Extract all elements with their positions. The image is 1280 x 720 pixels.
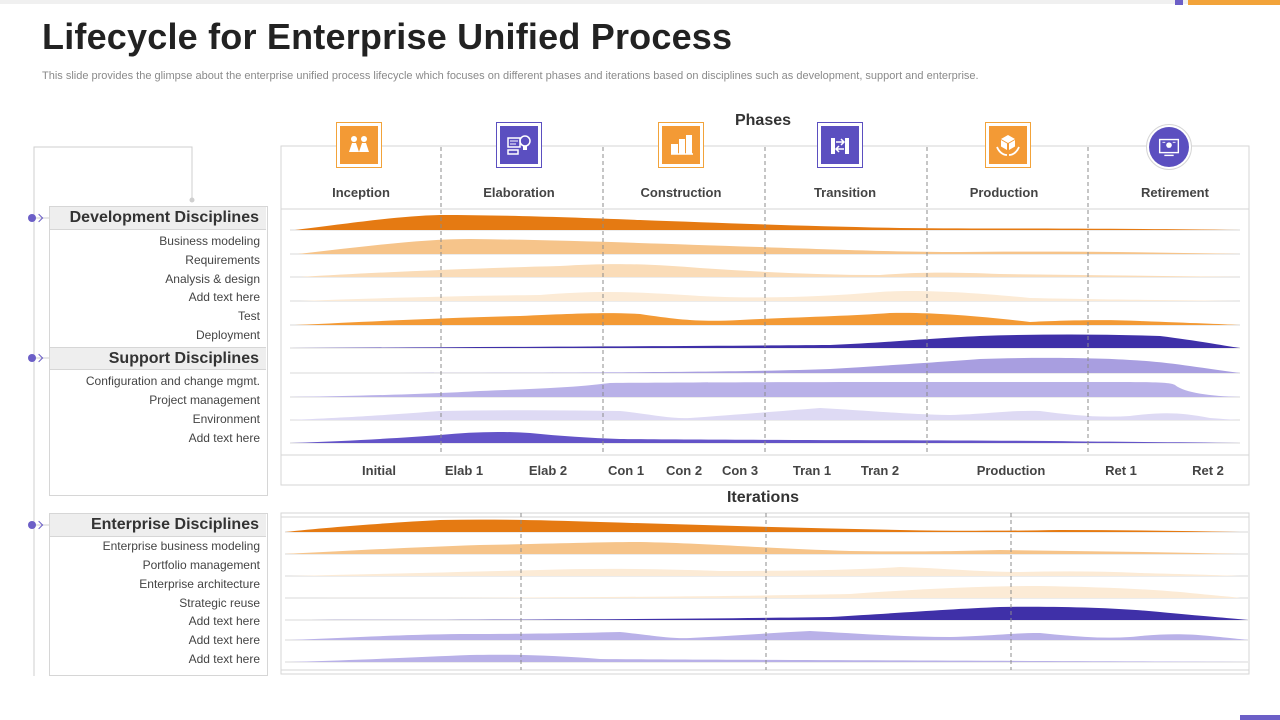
page-title: Lifecycle for Enterprise Unified Process bbox=[42, 16, 733, 57]
wave-enterprise-architecture bbox=[290, 567, 1240, 576]
phase-icon-box bbox=[658, 122, 704, 168]
iteration-label: Elab 1 bbox=[444, 463, 484, 478]
dev-item: Analysis & design bbox=[165, 272, 260, 286]
phase-label-elaboration: Elaboration bbox=[483, 185, 555, 200]
support-item: Environment bbox=[192, 412, 260, 426]
dev-item: Add text here bbox=[188, 290, 260, 304]
certificate-icon bbox=[1149, 127, 1189, 167]
accent-bar-orange bbox=[1188, 0, 1280, 5]
iteration-label: Con 2 bbox=[665, 463, 703, 478]
bullet-icon bbox=[28, 521, 36, 529]
connector-lines bbox=[33, 146, 195, 676]
wave-add-text bbox=[300, 290, 1240, 301]
phase-label-retirement: Retirement bbox=[1141, 185, 1209, 200]
iteration-label: Elab 2 bbox=[528, 463, 568, 478]
iteration-label: Tran 2 bbox=[860, 463, 900, 478]
dev-item: Business modeling bbox=[159, 234, 260, 248]
wave-business-modeling bbox=[295, 215, 1240, 230]
iteration-label: Con 1 bbox=[607, 463, 645, 478]
wave-enterprise-business-modeling bbox=[285, 519, 1240, 532]
buildings-icon bbox=[662, 126, 700, 164]
ent-item: Add text here bbox=[188, 614, 260, 628]
wave-requirements bbox=[298, 239, 1240, 254]
phase-icon-box bbox=[496, 122, 542, 168]
phase-label-transition: Transition bbox=[813, 185, 877, 200]
transfer-arrows-icon bbox=[821, 126, 859, 164]
dev-item: Requirements bbox=[185, 253, 260, 267]
phase-label-production: Production bbox=[969, 185, 1039, 200]
ent-item: Add text here bbox=[188, 633, 260, 647]
wave-deployment bbox=[290, 334, 1240, 348]
wave-analysis-design bbox=[300, 264, 1240, 277]
phases-heading: Phases bbox=[734, 112, 792, 129]
ent-item: Enterprise architecture bbox=[139, 577, 260, 591]
box-hands-icon bbox=[989, 126, 1027, 164]
ent-item: Enterprise business modeling bbox=[102, 539, 260, 553]
phase-icon-box bbox=[985, 122, 1031, 168]
ent-item: Portfolio management bbox=[142, 558, 260, 572]
bullet-icon bbox=[28, 354, 36, 362]
iteration-label: Ret 2 bbox=[1192, 463, 1224, 478]
iteration-label: Production bbox=[976, 463, 1046, 478]
support-item: Configuration and change mgmt. bbox=[85, 374, 260, 388]
support-disciplines-header: Support Disciplines bbox=[50, 347, 266, 370]
upper-chart-frame bbox=[280, 145, 1250, 486]
wave-portfolio-management bbox=[285, 542, 1240, 554]
wave-enterprise-add-text-3 bbox=[290, 654, 1248, 662]
wave-project-management bbox=[290, 382, 1240, 397]
wave-support-add-text bbox=[290, 431, 1240, 443]
bullet-icon bbox=[28, 214, 36, 222]
enterprise-disciplines-header: Enterprise Disciplines bbox=[50, 514, 266, 537]
wave-test bbox=[295, 312, 1240, 325]
page-subtitle: This slide provides the glimpse about th… bbox=[42, 70, 979, 82]
iteration-label: Tran 1 bbox=[792, 463, 832, 478]
accent-bar-bottom bbox=[1240, 715, 1280, 720]
iterations-heading: Iterations bbox=[726, 489, 799, 506]
wave-enterprise-add-text-1 bbox=[285, 606, 1248, 620]
phase-icon-circle bbox=[1146, 124, 1192, 170]
team-icon bbox=[340, 126, 378, 164]
iteration-label: Con 3 bbox=[721, 463, 759, 478]
iteration-label: Ret 1 bbox=[1105, 463, 1137, 478]
wave-enterprise-add-text-2 bbox=[290, 631, 1248, 640]
phase-icon-box bbox=[336, 122, 382, 168]
wave-config-change bbox=[290, 357, 1240, 373]
support-item: Add text here bbox=[188, 431, 260, 445]
phase-label-inception: Inception bbox=[332, 185, 390, 200]
accent-bar-purple bbox=[1175, 0, 1183, 5]
iteration-label: Initial bbox=[362, 463, 396, 478]
dev-item: Deployment bbox=[195, 328, 260, 342]
development-disciplines-header: Development Disciplines bbox=[50, 207, 266, 230]
wave-strategic-reuse bbox=[290, 586, 1240, 598]
top-rule bbox=[0, 0, 1280, 4]
ent-item: Strategic reuse bbox=[179, 596, 260, 610]
phase-icon-box bbox=[817, 122, 863, 168]
ent-item: Add text here bbox=[188, 652, 260, 666]
lower-chart-frame bbox=[280, 512, 1250, 675]
idea-bulb-icon bbox=[500, 126, 538, 164]
phase-label-construction: Construction bbox=[640, 185, 722, 200]
discipline-panel-lower bbox=[49, 513, 268, 676]
support-item: Project management bbox=[149, 393, 260, 407]
dev-item: Test bbox=[237, 309, 260, 323]
